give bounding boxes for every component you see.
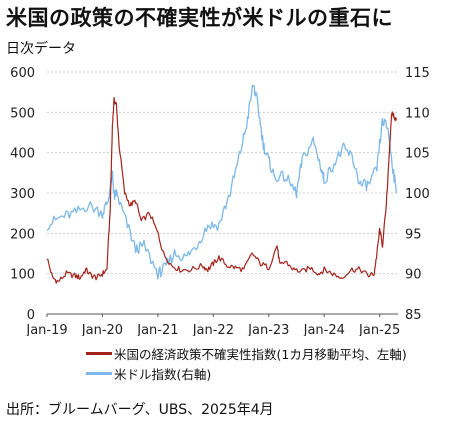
axes: 0 100 200 300 400 500 600 85 90 95 100 105 110 115 Jan…: [10, 66, 430, 336]
right-y-tick-label: 115: [405, 66, 430, 81]
source-note: 出所：ブルームバーグ、UBS、2025年4月: [6, 402, 274, 418]
right-y-tick-label: 110: [405, 106, 430, 121]
left-y-tick-label: 0: [27, 308, 35, 323]
policy-uncertainty-line: [46, 96, 397, 284]
legend-label-usd: 米ドル指数(右軸): [114, 366, 212, 382]
x-tick-label: Jan-22: [192, 323, 234, 336]
right-y-tick-label: 95: [405, 227, 422, 242]
left-y-tick-label: 400: [10, 147, 35, 162]
right-y-tick-label: 100: [405, 187, 430, 202]
left-y-tick-label: 600: [10, 66, 35, 81]
series: [46, 84, 397, 284]
legend-swatch-usd: [86, 371, 112, 375]
chart-subtitle: 日次データ: [6, 41, 76, 57]
chart-title: 米国の政策の不確実性が米ドルの重石に: [6, 6, 393, 30]
right-y-tick-label: 85: [405, 308, 422, 323]
left-y-tick-label: 200: [10, 227, 35, 242]
x-tick-label: Jan-20: [81, 323, 123, 336]
legend-label-uncertainty: 米国の経済政策不確実性指数(1カ月移動平均、左軸): [114, 346, 407, 362]
left-y-tick-label: 500: [10, 106, 35, 121]
usd-index-line: [46, 84, 397, 280]
right-y-tick-label: 90: [405, 268, 422, 283]
x-tick-label: Jan-25: [358, 323, 400, 336]
grid: [47, 71, 398, 275]
dual-axis-line-chart: 0 100 200 300 400 500 600 85 90 95 100 105 110 115 Jan…: [10, 66, 430, 336]
left-y-tick-label: 300: [10, 187, 35, 202]
legend-item-uncertainty: 米国の経済政策不確実性指数(1カ月移動平均、左軸): [86, 343, 407, 363]
left-y-tick-label: 100: [10, 268, 35, 283]
x-tick-label: Jan-19: [25, 323, 67, 336]
x-tick-label: Jan-21: [136, 323, 178, 336]
legend-swatch-uncertainty: [86, 351, 112, 355]
legend-item-usd: 米ドル指数(右軸): [86, 363, 407, 383]
legend: 米国の経済政策不確実性指数(1カ月移動平均、左軸) 米ドル指数(右軸): [86, 343, 407, 383]
x-tick-label: Jan-23: [247, 323, 289, 336]
x-tick-label: Jan-24: [303, 323, 345, 336]
right-y-tick-label: 105: [405, 147, 430, 162]
